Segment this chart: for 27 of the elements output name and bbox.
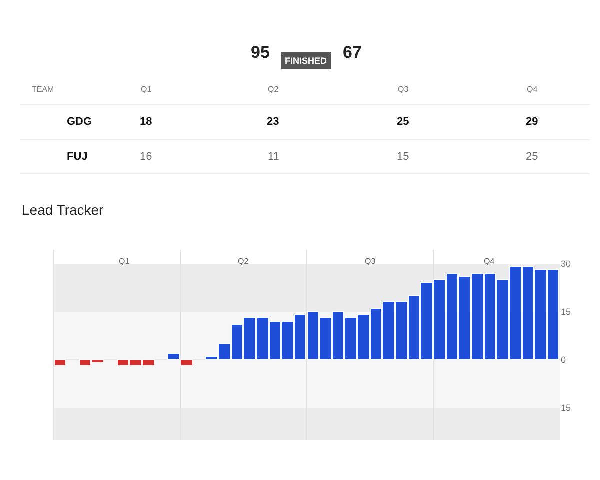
y-tick-label: 30 <box>561 259 572 270</box>
text: 25 <box>526 151 538 163</box>
text: FINISHED <box>285 56 328 66</box>
chart-title: Lead Tracker <box>22 202 104 218</box>
annotation: Q3 <box>365 257 376 266</box>
text: FUJ <box>67 151 88 163</box>
y-tick-label: 15 <box>561 403 572 414</box>
y-tick-label: 0 <box>561 355 566 366</box>
text: Q3 <box>398 85 410 94</box>
text: 23 <box>267 116 280 128</box>
annotation: Q2 <box>238 257 250 266</box>
text: 18 <box>140 116 152 128</box>
text: 16 <box>140 151 152 163</box>
text: 67 <box>343 43 362 62</box>
annotation: Q1 <box>119 257 130 266</box>
text: Q1 <box>141 85 152 94</box>
y-tick-label: 15 <box>561 307 572 318</box>
text: 29 <box>526 116 538 128</box>
text: 11 <box>268 151 280 163</box>
text: 25 <box>397 116 410 128</box>
text: GDG <box>67 116 92 128</box>
text: Q2 <box>268 85 280 94</box>
text: Q4 <box>527 85 538 94</box>
text: TEAM <box>32 85 55 94</box>
text: 15 <box>397 151 410 163</box>
annotation: Q4 <box>484 257 496 266</box>
text: 95 <box>251 43 270 62</box>
